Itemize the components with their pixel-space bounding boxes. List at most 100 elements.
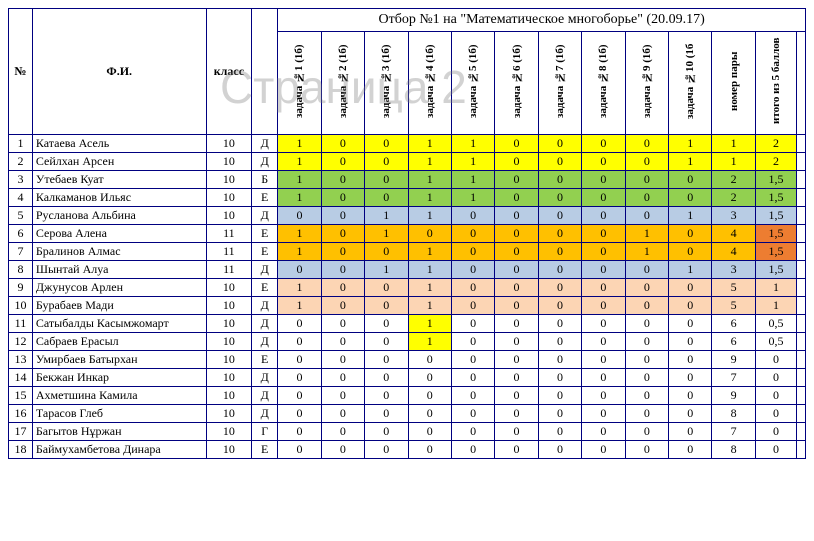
cell-class: 10: [206, 351, 252, 369]
cell-name: Шынтай Алуа: [32, 261, 206, 279]
cell-task-8: 0: [582, 261, 625, 279]
cell-task-3: 0: [365, 189, 408, 207]
cell-task-5: 1: [451, 135, 494, 153]
cell-task-3: 0: [365, 369, 408, 387]
cell-task-9: 0: [625, 261, 668, 279]
cell-task-7: 0: [538, 441, 581, 459]
cell-task-5: 0: [451, 261, 494, 279]
header-blank: [797, 32, 806, 135]
cell-num: 17: [9, 423, 33, 441]
cell-num: 12: [9, 333, 33, 351]
header-title: Отбор №1 на "Математическое многоборье" …: [278, 9, 806, 32]
cell-group: Д: [252, 315, 278, 333]
cell-pair: 8: [712, 441, 755, 459]
cell-task-10: 0: [669, 405, 712, 423]
cell-total: 0: [755, 441, 796, 459]
cell-class: 10: [206, 333, 252, 351]
table-row: 2Сейлхан Арсен10Д100110000112: [9, 153, 806, 171]
table-row: 6Серова Алена11Е101000001041,5: [9, 225, 806, 243]
table-row: 12Сабраев Ерасыл10Д000100000060,5: [9, 333, 806, 351]
cell-group: Е: [252, 279, 278, 297]
cell-task-10: 0: [669, 369, 712, 387]
cell-total: 1,5: [755, 243, 796, 261]
header-task-3: задача №3 (1б): [365, 32, 408, 135]
cell-task-8: 0: [582, 423, 625, 441]
cell-blank: [797, 279, 806, 297]
cell-pair: 5: [712, 297, 755, 315]
cell-name: Багытов Нұржан: [32, 423, 206, 441]
cell-task-6: 0: [495, 297, 538, 315]
cell-task-8: 0: [582, 135, 625, 153]
cell-pair: 7: [712, 423, 755, 441]
cell-task-2: 0: [321, 369, 364, 387]
cell-pair: 8: [712, 405, 755, 423]
cell-task-4: 0: [408, 423, 451, 441]
cell-task-10: 1: [669, 135, 712, 153]
cell-task-5: 0: [451, 351, 494, 369]
cell-blank: [797, 153, 806, 171]
cell-task-7: 0: [538, 279, 581, 297]
cell-total: 1: [755, 297, 796, 315]
cell-task-3: 0: [365, 333, 408, 351]
cell-name: Утебаев Куат: [32, 171, 206, 189]
cell-group: Г: [252, 423, 278, 441]
table-row: 8Шынтай Алуа11Д001100000131,5: [9, 261, 806, 279]
cell-task-8: 0: [582, 441, 625, 459]
cell-pair: 1: [712, 135, 755, 153]
cell-task-5: 0: [451, 225, 494, 243]
cell-group: Д: [252, 405, 278, 423]
cell-task-7: 0: [538, 369, 581, 387]
cell-blank: [797, 351, 806, 369]
cell-task-5: 0: [451, 387, 494, 405]
results-table: № Ф.И. класс Отбор №1 на "Математическое…: [8, 8, 806, 459]
cell-task-10: 1: [669, 153, 712, 171]
cell-task-3: 1: [365, 225, 408, 243]
cell-task-5: 0: [451, 441, 494, 459]
cell-blank: [797, 333, 806, 351]
cell-task-3: 0: [365, 423, 408, 441]
cell-pair: 6: [712, 333, 755, 351]
cell-class: 10: [206, 207, 252, 225]
cell-task-10: 0: [669, 441, 712, 459]
table-row: 13Умирбаев Батырхан10Е000000000090: [9, 351, 806, 369]
cell-task-2: 0: [321, 387, 364, 405]
cell-task-1: 0: [278, 351, 321, 369]
cell-name: Русланова Альбина: [32, 207, 206, 225]
cell-task-6: 0: [495, 369, 538, 387]
header-pair: номер пары: [712, 32, 755, 135]
cell-task-3: 0: [365, 351, 408, 369]
cell-total: 0,5: [755, 333, 796, 351]
cell-task-10: 0: [669, 189, 712, 207]
cell-task-6: 0: [495, 279, 538, 297]
cell-num: 9: [9, 279, 33, 297]
cell-task-4: 1: [408, 171, 451, 189]
cell-class: 10: [206, 279, 252, 297]
cell-task-9: 0: [625, 387, 668, 405]
cell-task-10: 0: [669, 225, 712, 243]
cell-task-6: 0: [495, 387, 538, 405]
cell-task-4: 0: [408, 387, 451, 405]
cell-task-9: 0: [625, 405, 668, 423]
cell-task-5: 1: [451, 171, 494, 189]
cell-task-5: 0: [451, 423, 494, 441]
cell-task-9: 0: [625, 189, 668, 207]
table-row: 17Багытов Нұржан10Г000000000070: [9, 423, 806, 441]
table-row: 5Русланова Альбина10Д001100000131,5: [9, 207, 806, 225]
cell-task-5: 0: [451, 369, 494, 387]
cell-task-3: 0: [365, 387, 408, 405]
cell-task-6: 0: [495, 423, 538, 441]
header-task-9: задача №9 (1б): [625, 32, 668, 135]
cell-num: 7: [9, 243, 33, 261]
cell-task-5: 0: [451, 243, 494, 261]
header-task-5: задача №5 (1б): [451, 32, 494, 135]
cell-task-9: 0: [625, 369, 668, 387]
cell-total: 0,5: [755, 315, 796, 333]
cell-task-10: 0: [669, 423, 712, 441]
cell-task-6: 0: [495, 153, 538, 171]
header-task-10: задача №10 (1б: [669, 32, 712, 135]
cell-task-10: 0: [669, 315, 712, 333]
cell-task-3: 0: [365, 153, 408, 171]
cell-task-1: 1: [278, 243, 321, 261]
cell-task-8: 0: [582, 189, 625, 207]
cell-pair: 4: [712, 243, 755, 261]
